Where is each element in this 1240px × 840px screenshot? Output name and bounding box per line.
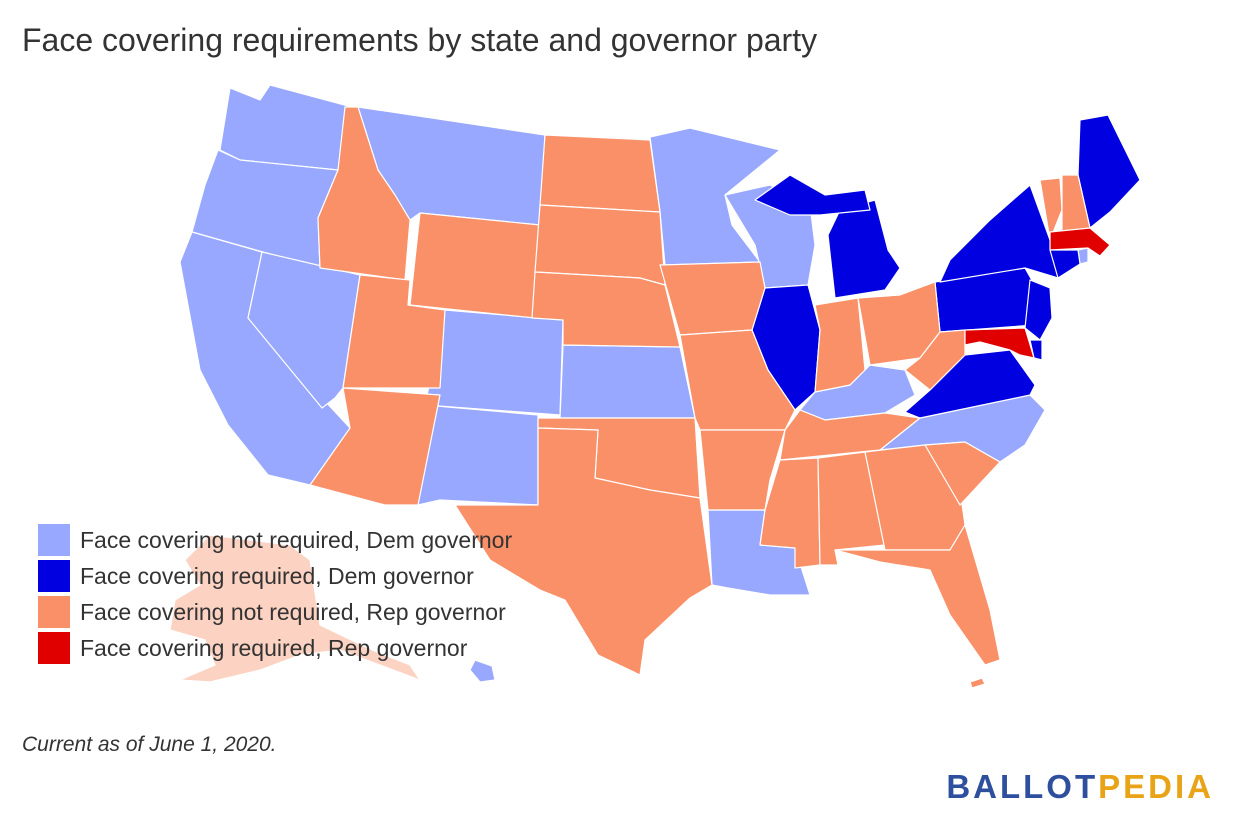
- state-arkansas[interactable]: [699, 429, 786, 511]
- state-new-mexico[interactable]: [417, 404, 539, 506]
- state-connecticut[interactable]: [1049, 249, 1081, 279]
- state-massachusetts[interactable]: [1049, 227, 1111, 257]
- state-michigan-upper[interactable]: [754, 174, 871, 216]
- state-idaho[interactable]: [317, 106, 411, 281]
- state-iowa[interactable]: [659, 261, 766, 336]
- legend-swatch-dem-required: [38, 560, 70, 592]
- state-hawaii[interactable]: [469, 659, 496, 683]
- legend-item: Face covering not required, Rep governor: [38, 594, 512, 630]
- state-arizona[interactable]: [309, 387, 441, 506]
- state-texas[interactable]: [454, 427, 713, 676]
- state-michigan[interactable]: [827, 199, 901, 299]
- state-north-dakota[interactable]: [539, 134, 661, 213]
- legend-label: Face covering required, Rep governor: [80, 634, 468, 661]
- state-florida-keys[interactable]: [969, 677, 986, 689]
- legend: Face covering not required, Dem governor…: [38, 522, 512, 666]
- state-alaska[interactable]: [169, 534, 421, 683]
- dem-not-required-states: [179, 84, 1089, 683]
- state-new-york[interactable]: [939, 184, 1059, 283]
- legend-swatch-dem-not-required: [38, 524, 70, 556]
- state-indiana[interactable]: [814, 297, 866, 393]
- state-kansas[interactable]: [559, 344, 696, 419]
- legend-swatch-rep-required: [38, 632, 70, 664]
- legend-item: Face covering not required, Dem governor: [38, 522, 512, 558]
- rep-required-states: [964, 227, 1111, 359]
- date-note: Current as of June 1, 2020.: [22, 733, 277, 756]
- dem-required-states: [751, 114, 1141, 419]
- chart-title: Face covering requirements by state and …: [22, 22, 818, 58]
- state-washington[interactable]: [219, 84, 353, 171]
- legend-label: Face covering not required, Rep governor: [80, 598, 506, 625]
- state-south-carolina[interactable]: [924, 441, 1001, 506]
- legend-label: Face covering not required, Dem governor: [80, 526, 513, 553]
- legend-swatch-rep-not-required: [38, 596, 70, 628]
- ballotpedia-logo: BALLOTPEDIA: [946, 768, 1214, 806]
- state-new-jersey[interactable]: [1024, 279, 1053, 341]
- legend-item: Face covering required, Rep governor: [38, 630, 512, 666]
- state-colorado[interactable]: [424, 309, 564, 416]
- logo-part-1: BALLOT: [946, 768, 1099, 805]
- state-florida[interactable]: [834, 524, 1001, 666]
- legend-label: Face covering required, Dem governor: [80, 562, 474, 589]
- state-tennessee[interactable]: [779, 409, 921, 461]
- logo-part-2: PEDIA: [1098, 768, 1214, 805]
- state-nebraska[interactable]: [531, 271, 681, 348]
- state-wyoming[interactable]: [409, 212, 541, 319]
- state-maine[interactable]: [1077, 114, 1141, 229]
- state-missouri[interactable]: [679, 329, 796, 431]
- state-maryland[interactable]: [964, 327, 1035, 359]
- rep-not-required-states: [169, 106, 1091, 689]
- legend-item: Face covering required, Dem governor: [38, 558, 512, 594]
